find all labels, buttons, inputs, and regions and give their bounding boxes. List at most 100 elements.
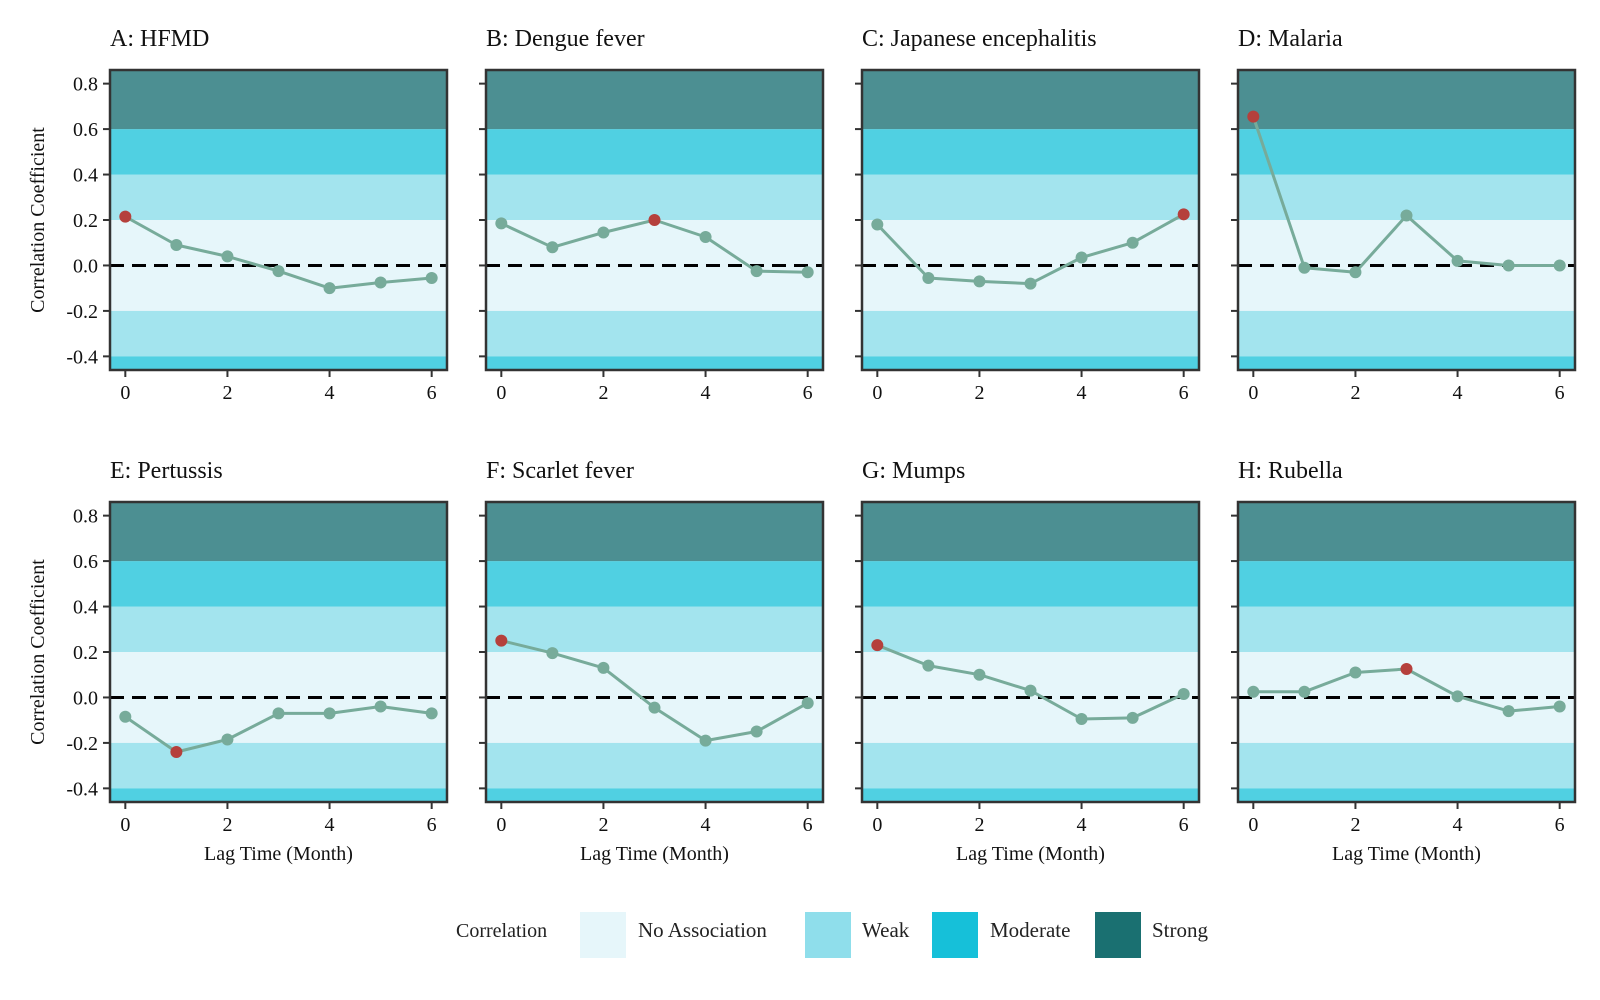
x-tick-label: 4 xyxy=(701,814,711,836)
panel-bands xyxy=(110,502,447,802)
band xyxy=(1238,742,1575,789)
legend-swatch-weak xyxy=(805,912,851,958)
legend-label-moderate: Moderate xyxy=(990,918,1070,942)
data-point-max xyxy=(170,746,183,758)
legend-label-weak: Weak xyxy=(862,918,910,942)
data-point xyxy=(871,218,884,231)
y-tick-label: 0.8 xyxy=(73,506,98,528)
panel-title: E: Pertussis xyxy=(110,458,223,484)
band xyxy=(110,502,447,562)
panel-bands xyxy=(486,502,823,802)
x-tick-label: 0 xyxy=(1248,814,1258,836)
x-tick-label: 0 xyxy=(120,814,130,836)
y-tick-label: 0.0 xyxy=(73,687,98,709)
panel-title: D: Malaria xyxy=(1238,26,1343,52)
band xyxy=(862,502,1199,562)
x-tick-label: 6 xyxy=(1179,814,1189,836)
panel-b: B: Dengue fever 0 2 4 6 xyxy=(479,26,825,404)
x-tick-label: 4 xyxy=(1077,382,1087,404)
band xyxy=(486,356,823,370)
panel-e: E: Pertussis 0 2 4 6 0.8 0.6 0.4 0.2 0.0 -0.2 -0.4 C… xyxy=(27,458,449,865)
data-point xyxy=(1349,666,1362,679)
x-tick-label: 0 xyxy=(1248,382,1258,404)
panel-title: G: Mumps xyxy=(862,458,965,484)
data-point xyxy=(801,266,814,279)
data-point xyxy=(119,710,132,723)
x-tick-label: 4 xyxy=(1077,814,1087,836)
band xyxy=(486,606,823,652)
y-tick-label: 0.6 xyxy=(73,551,98,573)
x-tick-label: 4 xyxy=(1453,382,1463,404)
data-point xyxy=(221,733,234,746)
panel-grid: A: HFMD 0 2 4 6 0.8 0.6 0.4 0.2 0.0 -0.2 -0.4 Correl… xyxy=(27,26,1577,865)
data-point xyxy=(1553,700,1566,713)
data-point xyxy=(425,707,438,720)
x-tick-label: 6 xyxy=(1179,382,1189,404)
x-tick-label: 0 xyxy=(872,814,882,836)
data-point xyxy=(546,647,559,660)
band xyxy=(110,606,447,652)
data-point xyxy=(1075,713,1088,726)
x-tick-label: 6 xyxy=(427,382,437,404)
band xyxy=(862,310,1199,357)
x-tick-label: 6 xyxy=(1555,814,1565,836)
panel-bands xyxy=(862,70,1199,370)
y-axis-title: Correlation Coefficient xyxy=(27,127,49,313)
band xyxy=(110,356,447,370)
data-point xyxy=(597,661,610,674)
x-tick-label: 0 xyxy=(872,382,882,404)
panel-title: H: Rubella xyxy=(1238,458,1343,484)
band xyxy=(486,561,823,607)
panel-bands xyxy=(110,70,447,370)
y-tick-label: -0.4 xyxy=(66,346,98,368)
panel-g: G: Mumps 0 2 4 6 Lag Time (Month) xyxy=(855,458,1201,865)
x-tick-label: 2 xyxy=(598,814,608,836)
band xyxy=(1238,70,1575,130)
panel-bands xyxy=(1238,502,1575,802)
data-point xyxy=(546,241,559,254)
band xyxy=(486,310,823,357)
data-point xyxy=(1349,266,1362,279)
band xyxy=(110,310,447,357)
data-point xyxy=(1502,705,1515,718)
data-point xyxy=(1177,688,1190,701)
data-point-max xyxy=(1177,208,1190,221)
x-tick-label: 2 xyxy=(598,382,608,404)
data-point xyxy=(597,226,610,239)
data-point xyxy=(973,668,986,681)
panel-h: H: Rubella 0 2 4 6 Lag Time (Month) xyxy=(1231,458,1577,865)
legend-label-no-association: No Association xyxy=(638,918,767,942)
band xyxy=(862,356,1199,370)
data-point xyxy=(1451,254,1464,267)
panel-c: C: Japanese encephalitis 0 2 4 6 xyxy=(855,26,1201,404)
x-tick-label: 2 xyxy=(974,814,984,836)
band xyxy=(110,742,447,789)
data-point xyxy=(170,239,183,251)
band xyxy=(1238,310,1575,357)
data-point xyxy=(272,707,285,720)
x-tick-label: 0 xyxy=(496,382,506,404)
x-tick-label: 6 xyxy=(803,382,813,404)
band xyxy=(110,129,447,175)
x-axis-title: Lag Time (Month) xyxy=(580,843,729,865)
data-point xyxy=(1024,277,1037,290)
data-point xyxy=(1553,259,1566,272)
panel-f: F: Scarlet fever 0 2 4 6 Lag Time (Month) xyxy=(479,458,825,865)
data-point-max xyxy=(871,639,884,652)
band xyxy=(486,502,823,562)
y-tick-label: 0.8 xyxy=(73,74,98,96)
data-point xyxy=(801,697,814,710)
y-tick-label: 0.4 xyxy=(73,597,98,619)
legend-swatch-moderate xyxy=(932,912,978,958)
panel-title: B: Dengue fever xyxy=(486,26,645,52)
band xyxy=(862,174,1199,220)
data-point xyxy=(495,217,508,230)
data-point xyxy=(425,271,438,284)
y-tick-label: -0.4 xyxy=(66,778,98,800)
legend-swatch-strong xyxy=(1095,912,1141,958)
band xyxy=(1238,788,1575,802)
x-axis-title: Lag Time (Month) xyxy=(1332,843,1481,865)
y-axis-title: Correlation Coefficient xyxy=(27,559,49,745)
x-tick-label: 2 xyxy=(222,814,232,836)
band xyxy=(1238,502,1575,562)
